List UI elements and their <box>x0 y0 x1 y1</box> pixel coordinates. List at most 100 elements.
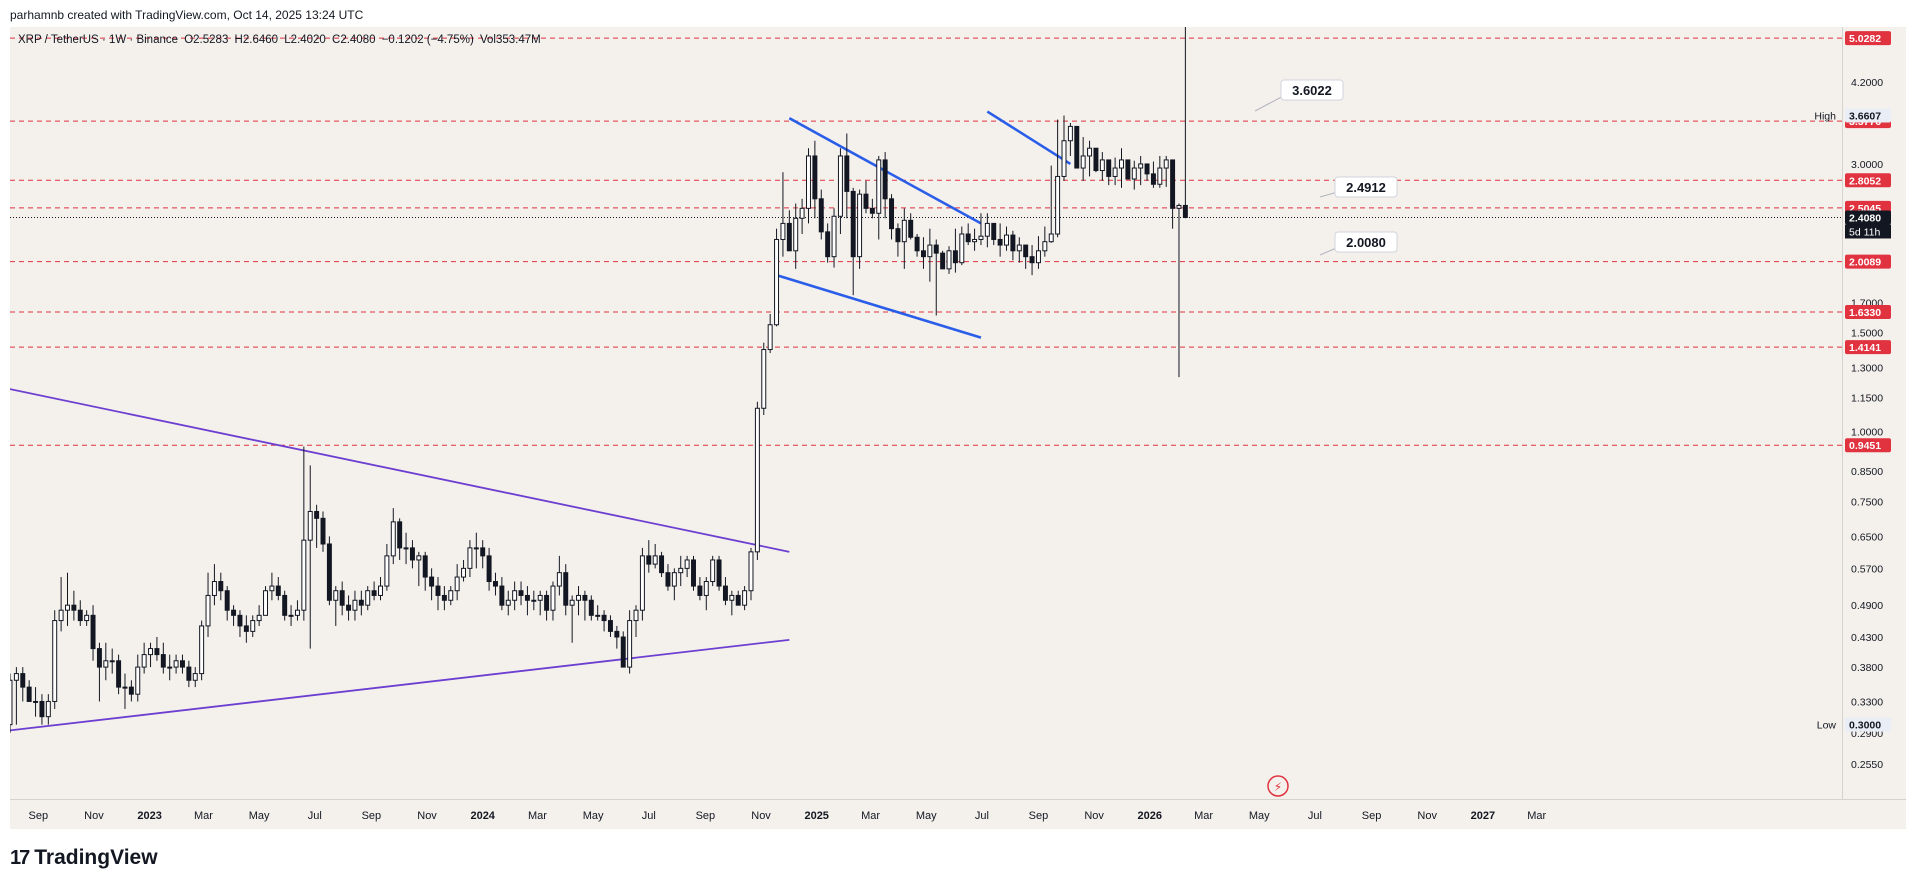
candle[interactable] <box>205 572 211 637</box>
candle[interactable] <box>269 572 275 601</box>
chart-container[interactable]: 3.6022 2.4912 2.0080 ⚡ High Low XRP / TetherU… <box>10 27 1906 829</box>
candle[interactable] <box>1125 159 1131 180</box>
time-axis[interactable]: Sep Nov 2023 Mar May Jul Sep Nov 2024 Mar May Jul Se… <box>10 799 1906 830</box>
candle[interactable] <box>282 590 288 621</box>
candle[interactable] <box>461 559 467 582</box>
candle[interactable] <box>799 198 805 235</box>
candle[interactable] <box>243 615 249 643</box>
candle[interactable] <box>422 551 428 591</box>
level-price-badge[interactable]: 2.8052 <box>1845 173 1891 188</box>
breakout-line-trendline[interactable] <box>986 110 1072 166</box>
candle[interactable] <box>294 600 300 621</box>
candle[interactable] <box>20 667 26 702</box>
candle[interactable] <box>211 564 217 606</box>
triangle-upper-trendline[interactable] <box>10 388 790 553</box>
candle[interactable] <box>984 213 990 248</box>
candle[interactable] <box>58 577 64 632</box>
candle[interactable] <box>703 577 709 611</box>
candle[interactable] <box>1157 155 1163 188</box>
candle[interactable] <box>946 246 952 274</box>
candle[interactable] <box>965 223 971 246</box>
candle[interactable] <box>1093 147 1099 173</box>
candle[interactable] <box>806 148 811 224</box>
candle[interactable] <box>665 564 671 591</box>
candle[interactable] <box>218 572 224 601</box>
candle[interactable] <box>774 228 780 327</box>
candle[interactable] <box>109 648 115 674</box>
candle[interactable] <box>908 213 914 240</box>
candle[interactable] <box>301 446 307 621</box>
candle[interactable] <box>486 547 492 591</box>
candle[interactable] <box>895 223 901 257</box>
candle[interactable] <box>26 680 32 702</box>
candle[interactable] <box>876 155 882 240</box>
candle[interactable] <box>160 642 166 674</box>
candle[interactable] <box>378 577 383 601</box>
candle[interactable] <box>1029 245 1035 276</box>
candle[interactable] <box>71 590 77 621</box>
candle[interactable] <box>231 605 237 626</box>
candle[interactable] <box>358 590 364 616</box>
candle[interactable] <box>397 518 403 560</box>
candle[interactable] <box>493 572 498 596</box>
candle[interactable] <box>748 547 754 601</box>
candle[interactable] <box>409 540 415 569</box>
candle[interactable] <box>52 610 58 709</box>
candle[interactable] <box>512 581 518 611</box>
low-value-badge[interactable]: 0.3000 <box>1845 717 1891 732</box>
candle[interactable] <box>754 401 760 560</box>
candle[interactable] <box>1035 236 1041 269</box>
candlestick-chart[interactable]: 3.6022 2.4912 2.0080 ⚡ High Low <box>10 27 1842 799</box>
candle[interactable] <box>237 610 243 637</box>
candle[interactable] <box>1074 125 1080 169</box>
candle[interactable] <box>314 504 320 548</box>
candle[interactable] <box>582 590 588 621</box>
current-price-badge[interactable]: 2.4080 <box>1845 210 1891 225</box>
level-price-badge[interactable]: 1.4141 <box>1845 340 1891 355</box>
candle[interactable] <box>659 551 665 578</box>
candle[interactable] <box>1144 163 1150 181</box>
candle[interactable] <box>857 189 863 269</box>
candle[interactable] <box>620 631 626 668</box>
candle[interactable] <box>473 532 479 569</box>
candle[interactable] <box>199 620 205 681</box>
candle[interactable] <box>627 610 633 674</box>
candle[interactable] <box>1055 119 1061 238</box>
lightning-icon[interactable]: ⚡ <box>1267 775 1289 797</box>
price-callout[interactable]: 2.0080 <box>1319 231 1398 256</box>
candle[interactable] <box>901 208 907 269</box>
candle[interactable] <box>250 615 256 637</box>
candle[interactable] <box>173 654 179 674</box>
channel-lower-trendline[interactable] <box>776 273 982 339</box>
candle[interactable] <box>384 543 390 591</box>
candle[interactable] <box>135 654 141 702</box>
candle[interactable] <box>256 605 262 626</box>
candle[interactable] <box>761 342 767 415</box>
candle[interactable] <box>429 568 435 601</box>
candle[interactable] <box>825 223 831 263</box>
price-callout[interactable]: 3.6022 <box>1254 79 1344 112</box>
candle[interactable] <box>671 568 677 601</box>
candle[interactable] <box>128 680 134 702</box>
candle[interactable] <box>1119 148 1124 188</box>
level-price-badge[interactable]: 0.9451 <box>1845 438 1891 453</box>
candle[interactable] <box>1042 226 1048 257</box>
candle[interactable] <box>588 595 594 621</box>
candle[interactable] <box>307 465 313 649</box>
candle[interactable] <box>831 208 837 268</box>
triangle-lower-trendline[interactable] <box>10 638 790 732</box>
candle[interactable] <box>742 586 748 611</box>
symbol-name[interactable]: XRP / TetherUS · 1W · Binance <box>18 34 179 46</box>
candle[interactable] <box>914 234 920 257</box>
candle[interactable] <box>710 555 716 587</box>
candle[interactable] <box>933 239 939 316</box>
candle[interactable] <box>1061 115 1067 181</box>
candle[interactable] <box>959 226 965 266</box>
candle[interactable] <box>812 140 818 219</box>
candle[interactable] <box>678 555 684 587</box>
candle[interactable] <box>224 586 230 621</box>
candle[interactable] <box>633 605 639 637</box>
candle[interactable] <box>192 667 198 688</box>
candle[interactable] <box>652 543 658 569</box>
candle[interactable] <box>940 250 946 270</box>
